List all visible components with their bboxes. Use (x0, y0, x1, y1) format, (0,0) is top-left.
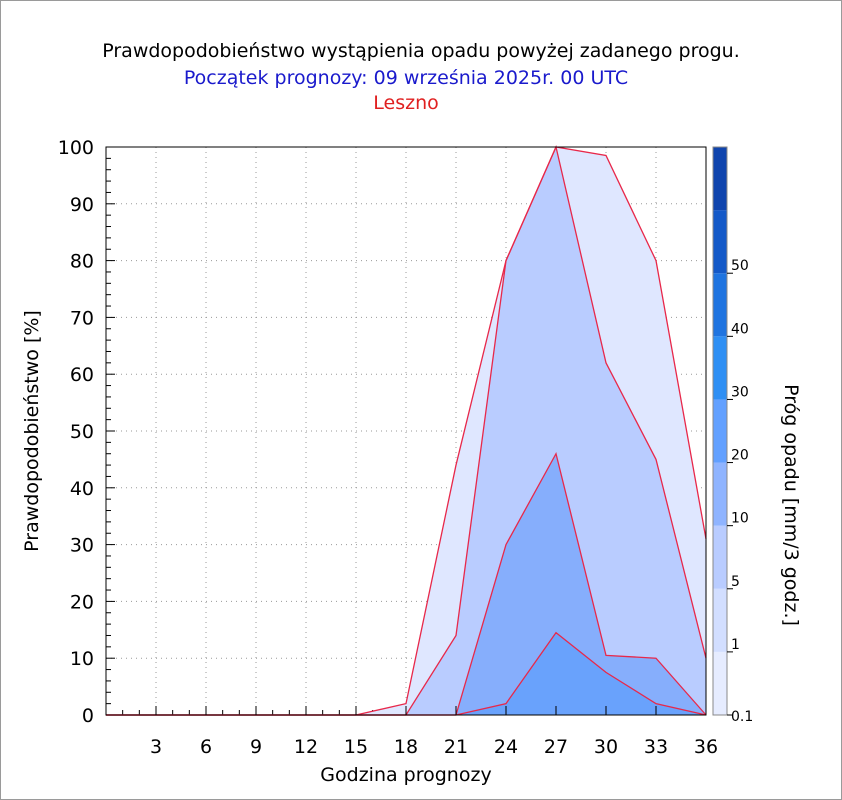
y-tick-label: 70 (70, 307, 94, 329)
x-tick-label: 27 (544, 736, 568, 758)
colorbar-tick-label: 5 (731, 574, 740, 590)
colorbar-tick-label: 1 (731, 637, 740, 653)
colorbar-band (713, 462, 727, 526)
x-tick-label: 18 (394, 736, 418, 758)
x-tick-label: 9 (250, 736, 262, 758)
x-tick-label: 12 (294, 736, 318, 758)
y-axis-label: Prawdopodobieństwo [%] (21, 310, 43, 552)
y-tick-label: 80 (70, 251, 94, 273)
y-tick-label: 100 (58, 137, 94, 159)
colorbar-band (713, 336, 727, 400)
location-subtitle: Leszno (373, 92, 439, 114)
x-tick-label: 36 (694, 736, 718, 758)
x-tick-label: 30 (594, 736, 618, 758)
x-axis-label: Godzina prognozy (320, 764, 491, 786)
x-axis-ticks: 3 6 9 12 15 18 21 24 27 30 33 36 (150, 706, 718, 758)
colorbar-band (713, 588, 727, 652)
chart-title: Prawdopodobieństwo wystąpienia opadu pow… (102, 40, 740, 62)
area-threshold-10 (106, 632, 706, 715)
x-tick-label: 3 (150, 736, 162, 758)
colorbar-band (713, 147, 727, 211)
colorbar-band (713, 273, 727, 337)
y-tick-label: 30 (70, 535, 94, 557)
y-tick-label: 60 (70, 364, 94, 386)
y-tick-label: 90 (70, 194, 94, 216)
colorbar (713, 147, 727, 715)
colorbar-tick-label: 10 (731, 511, 749, 527)
colorbar-ticks: 0.1 1 5 10 20 30 40 50 (727, 258, 753, 725)
colorbar-band (713, 525, 727, 589)
x-tick-label: 6 (200, 736, 212, 758)
colorbar-tick-label: 50 (731, 258, 749, 274)
x-tick-label: 33 (644, 736, 668, 758)
colorbar-border (712, 146, 728, 716)
x-tick-label: 21 (444, 736, 468, 758)
colorbar-tick-label: 30 (731, 384, 749, 400)
x-tick-label: 24 (494, 736, 518, 758)
colorbar-tick-label: 40 (731, 321, 749, 337)
forecast-start-subtitle: Początek prognozy: 09 września 2025r. 00… (183, 67, 629, 89)
y-tick-label: 20 (70, 591, 94, 613)
y-tick-label: 10 (70, 648, 94, 670)
x-tick-label: 15 (344, 736, 368, 758)
colorbar-tick-label: 20 (731, 448, 749, 464)
colorbar-band (713, 399, 727, 463)
probability-areas (106, 147, 706, 715)
y-tick-label: 0 (82, 705, 94, 727)
colorbar-tick-label: 0.1 (731, 709, 753, 725)
y-tick-label: 50 (70, 421, 94, 443)
colorbar-band (713, 651, 727, 715)
colorbar-label: Próg opadu [mm/3 godz.] (780, 384, 802, 626)
y-axis-ticks: 0 10 20 30 40 50 60 70 80 90 100 (58, 137, 115, 727)
y-tick-label: 40 (70, 478, 94, 500)
colorbar-band (713, 210, 727, 274)
